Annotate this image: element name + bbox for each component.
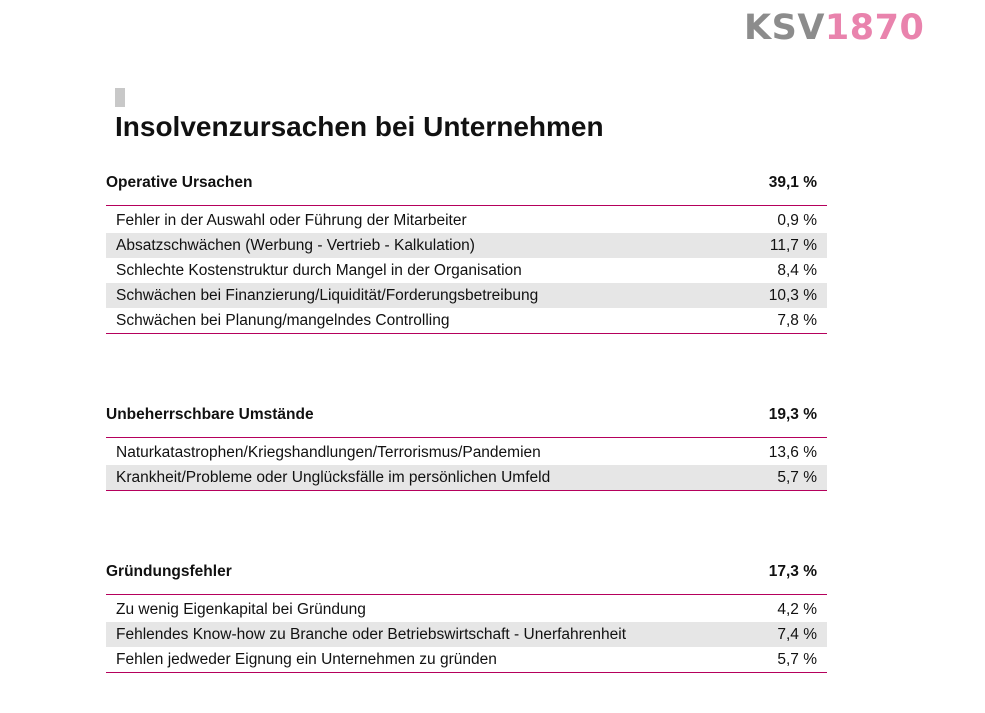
section-label: Unbeherrschbare Umstände [106,406,314,423]
section-label: Gründungsfehler [106,563,232,580]
page-title: Insolvenzursachen bei Unternehmen [115,111,604,142]
row-label: Schwächen bei Finanzierung/Liquidität/Fo… [116,286,539,304]
row-value: 7,4 % [777,625,817,643]
section-gruendungsfehler: Gründungsfehler 17,3 % Zu wenig Eigenkap… [106,563,827,673]
section-rows: Naturkatastrophen/Kriegshandlungen/Terro… [106,437,827,491]
row-label: Naturkatastrophen/Kriegshandlungen/Terro… [116,443,541,461]
row-value: 10,3 % [768,286,817,304]
section-value: 17,3 % [768,563,817,580]
row-value: 13,6 % [768,443,817,461]
table-row: Schwächen bei Planung/mangelndes Control… [106,308,827,333]
row-value: 0,9 % [777,211,817,229]
row-value: 11,7 % [769,236,817,254]
row-label: Schlechte Kostenstruktur durch Mangel in… [116,261,522,279]
row-label: Zu wenig Eigenkapital bei Gründung [116,600,366,618]
section-operative-ursachen: Operative Ursachen 39,1 % Fehler in der … [106,174,827,334]
table-row: Schwächen bei Finanzierung/Liquidität/Fo… [106,283,827,308]
table-row: Krankheit/Probleme oder Unglücksfälle im… [106,465,827,490]
ksv-logo: KSV1870 [744,8,924,48]
row-label: Krankheit/Probleme oder Unglücksfälle im… [116,468,551,486]
row-label: Fehler in der Auswahl oder Führung der M… [116,211,467,229]
row-label: Fehlen jedweder Eignung ein Unternehmen … [116,650,497,668]
section-rows: Fehler in der Auswahl oder Führung der M… [106,205,827,334]
table-row: Absatzschwächen (Werbung - Vertrieb - Ka… [106,233,827,258]
table-row: Schlechte Kostenstruktur durch Mangel in… [106,258,827,283]
table-row: Fehler in der Auswahl oder Führung der M… [106,208,827,233]
section-label: Operative Ursachen [106,174,253,191]
title-accent-bar [115,88,125,107]
table-row: Fehlendes Know-how zu Branche oder Betri… [106,622,827,647]
row-label: Schwächen bei Planung/mangelndes Control… [116,311,450,329]
section-value: 19,3 % [768,406,817,423]
section-header: Unbeherrschbare Umstände 19,3 % [106,406,827,437]
section-unbeherrschbare-umstaende: Unbeherrschbare Umstände 19,3 % Naturkat… [106,406,827,491]
row-value: 4,2 % [777,600,817,618]
row-label: Fehlendes Know-how zu Branche oder Betri… [116,625,627,643]
section-value: 39,1 % [768,174,817,191]
row-label: Absatzschwächen (Werbung - Vertrieb - Ka… [116,236,475,254]
section-rows: Zu wenig Eigenkapital bei Gründung 4,2 %… [106,594,827,673]
logo-text-ksv: KSV [744,8,825,48]
logo-text-year: 1870 [824,8,925,48]
row-value: 5,7 % [777,468,817,486]
row-value: 8,4 % [777,261,817,279]
table-row: Zu wenig Eigenkapital bei Gründung 4,2 % [106,597,827,622]
row-value: 5,7 % [777,650,817,668]
section-header: Operative Ursachen 39,1 % [106,174,827,205]
table-row: Naturkatastrophen/Kriegshandlungen/Terro… [106,440,827,465]
section-header: Gründungsfehler 17,3 % [106,563,827,594]
table-row: Fehlen jedweder Eignung ein Unternehmen … [106,647,827,672]
row-value: 7,8 % [777,311,817,329]
